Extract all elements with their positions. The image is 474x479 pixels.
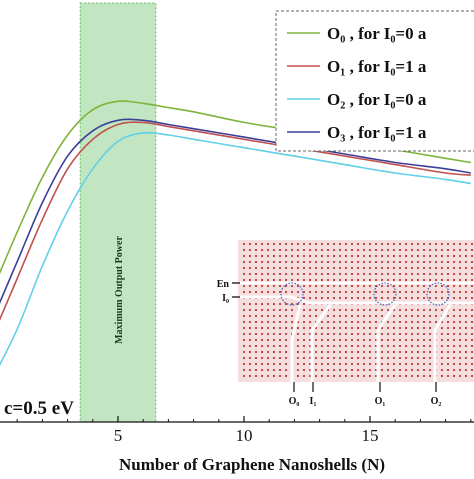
x-tick-label-2: 15 (362, 426, 379, 445)
x-axis-label: Number of Graphene Nanoshells (N) (119, 455, 385, 474)
highlight-band-label: Maximum Output Power (114, 236, 125, 344)
x-tick-label-0: 5 (114, 426, 123, 445)
legend-label-3: O₃ , for I₀=1 a (327, 123, 427, 142)
highlight-band-layer: Maximum Output Power (79, 2, 157, 423)
inset-resonator-0 (280, 282, 304, 306)
inset-resonator-1 (373, 282, 397, 306)
inset-input-label-0: En (217, 279, 230, 290)
series-line-3 (0, 118, 471, 304)
inset-dot-pattern (242, 242, 474, 378)
inset-output-label-0: O₀ (289, 396, 300, 407)
annotation-label: c=0.5 eV (4, 398, 74, 419)
inset-output-label-2: O₁ (375, 396, 386, 407)
inset-resonator-2 (426, 282, 450, 306)
series-line-1 (0, 121, 471, 321)
inset-layer: En I₀ O₀ I₁ O₁ O₂ (217, 240, 474, 407)
inset-output-label-3: O₂ (431, 396, 442, 407)
series-line-2 (0, 131, 471, 367)
legend-box (275, 10, 474, 152)
x-tick-label-1: 10 (236, 426, 253, 445)
inset-input-label-1: I₀ (222, 293, 229, 304)
axes-layer: 5 10 15 (0, 416, 474, 445)
legend-layer: O₀ , for I₀=0 a O₁ , for I₀=1 a O₂ , for I… (275, 10, 474, 152)
inset-output-label-1: I₁ (310, 396, 317, 407)
legend-label-2: O₂ , for I₀=0 a (327, 90, 427, 109)
highlight-band (79, 2, 157, 423)
legend-label-0: O₀ , for I₀=0 a (327, 24, 427, 43)
legend-label-1: O₁ , for I₀=1 a (327, 57, 427, 76)
